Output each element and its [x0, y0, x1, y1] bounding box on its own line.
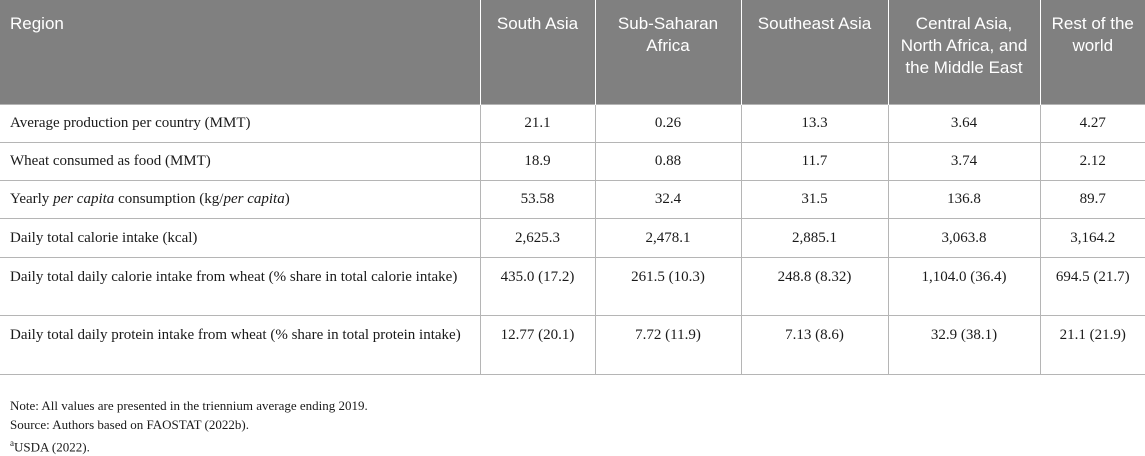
row-label-italic: per capita [223, 191, 285, 207]
header-sub-saharan-africa: Sub-Saharan Africa [594, 0, 741, 104]
wheat-consumption-table: Region South Asia Sub-Saharan Africa Sou… [0, 0, 1145, 375]
row-label: Daily total daily calorie intake from wh… [0, 256, 481, 316]
cell-value: 2,478.1 [594, 217, 742, 258]
cell-value: 435.0 (17.2) [479, 256, 596, 316]
row-label-text: Yearly [10, 191, 54, 207]
cell-value: 3.64 [887, 103, 1041, 143]
cell-value: 12.77 (20.1) [479, 314, 596, 375]
cell-value: 11.7 [740, 141, 889, 181]
header-southeast-asia: Southeast Asia [740, 0, 888, 104]
cell-value: 32.4 [594, 179, 742, 219]
cell-value: 21.1 (21.9) [1039, 314, 1145, 375]
table-row: Daily total daily calorie intake from wh… [0, 256, 1145, 316]
row-label: Yearly per capita consumption (kg/per ca… [0, 179, 481, 219]
usda-footnote: aUSDA (2022). [10, 434, 368, 456]
cell-value: 4.27 [1039, 103, 1145, 143]
row-label: Daily total calorie intake (kcal) [0, 217, 481, 258]
cell-value: 31.5 [740, 179, 889, 219]
cell-value: 248.8 (8.32) [740, 256, 889, 316]
footnote-marker: a [10, 438, 14, 448]
cell-value: 21.1 [479, 103, 596, 143]
table-row: Yearly per capita consumption (kg/per ca… [0, 179, 1145, 219]
row-label-text: ) [284, 191, 290, 207]
row-label: Daily total daily protein intake from wh… [0, 314, 481, 375]
cell-value: 2.12 [1039, 141, 1145, 181]
cell-value: 136.8 [887, 179, 1041, 219]
cell-value: 2,625.3 [479, 217, 596, 258]
usda-text: USDA (2022). [14, 439, 90, 455]
row-label-italic: per capita [53, 191, 115, 207]
cell-value: 7.13 (8.6) [740, 314, 889, 375]
table-row: Average production per country (MMT) 21.… [0, 103, 1145, 143]
table-row: Wheat consumed as food (MMT) 18.9 0.88 1… [0, 141, 1145, 181]
wheat-table-container: Region South Asia Sub-Saharan Africa Sou… [0, 0, 1145, 375]
cell-value: 1,104.0 (36.4) [887, 256, 1041, 316]
cell-value: 261.5 (10.3) [594, 256, 742, 316]
cell-value: 2,885.1 [740, 217, 889, 258]
header-rest-of-world: Rest of the world [1039, 0, 1145, 104]
cell-value: 3.74 [887, 141, 1041, 181]
table-row: Daily total daily protein intake from wh… [0, 314, 1145, 375]
header-south-asia: South Asia [479, 0, 595, 104]
row-label-text: consumption (kg/ [114, 191, 224, 207]
cell-value: 32.9 (38.1) [887, 314, 1041, 375]
source-text: Source: Authors based on FAOSTAT (2022b)… [10, 417, 249, 432]
header-row: Region South Asia Sub-Saharan Africa Sou… [0, 0, 1145, 104]
cell-value: 89.7 [1039, 179, 1145, 219]
cell-value: 53.58 [479, 179, 596, 219]
cell-value: 3,063.8 [887, 217, 1041, 258]
header-region: Region [0, 0, 480, 104]
cell-value: 13.3 [740, 103, 889, 143]
table-footnotes: Note: All values are presented in the tr… [10, 396, 368, 456]
row-label: Average production per country (MMT) [0, 103, 481, 143]
cell-value: 0.88 [594, 141, 742, 181]
table-row: Daily total calorie intake (kcal) 2,625.… [0, 217, 1145, 258]
row-label: Wheat consumed as food (MMT) [0, 141, 481, 181]
cell-value: 694.5 (21.7) [1039, 256, 1145, 316]
cell-value: 18.9 [479, 141, 596, 181]
header-central-asia-na-me: Central Asia, North Africa, and the Midd… [887, 0, 1040, 104]
cell-value: 3,164.2 [1039, 217, 1145, 258]
cell-value: 7.72 (11.9) [594, 314, 742, 375]
cell-value: 0.26 [594, 103, 742, 143]
note-text: Note: All values are presented in the tr… [10, 398, 368, 413]
